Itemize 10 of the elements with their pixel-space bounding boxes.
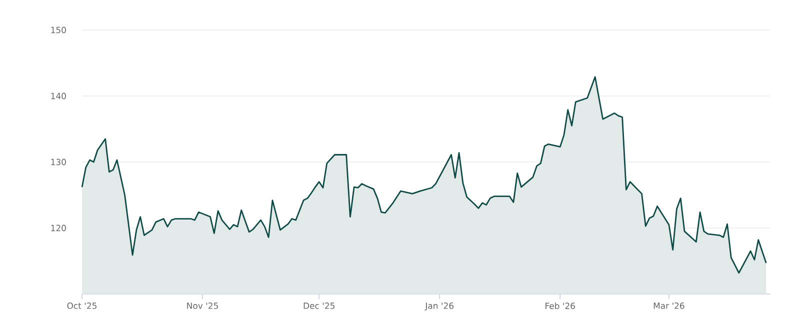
- x-tick-label: Dec '25: [304, 302, 334, 309]
- x-tick-label: Jan '26: [424, 302, 454, 311]
- y-tick-label: 130: [51, 158, 66, 166]
- x-tick-label: Mar '26: [654, 302, 684, 309]
- y-tick-label: 150: [51, 26, 66, 34]
- y-tick-label: 140: [51, 92, 66, 100]
- x-tick-label: Feb '26: [546, 302, 575, 310]
- x-tick-label: Nov '25: [187, 302, 218, 309]
- x-tick-label: Oct '25: [67, 302, 96, 309]
- y-tick-label: 120: [51, 224, 66, 232]
